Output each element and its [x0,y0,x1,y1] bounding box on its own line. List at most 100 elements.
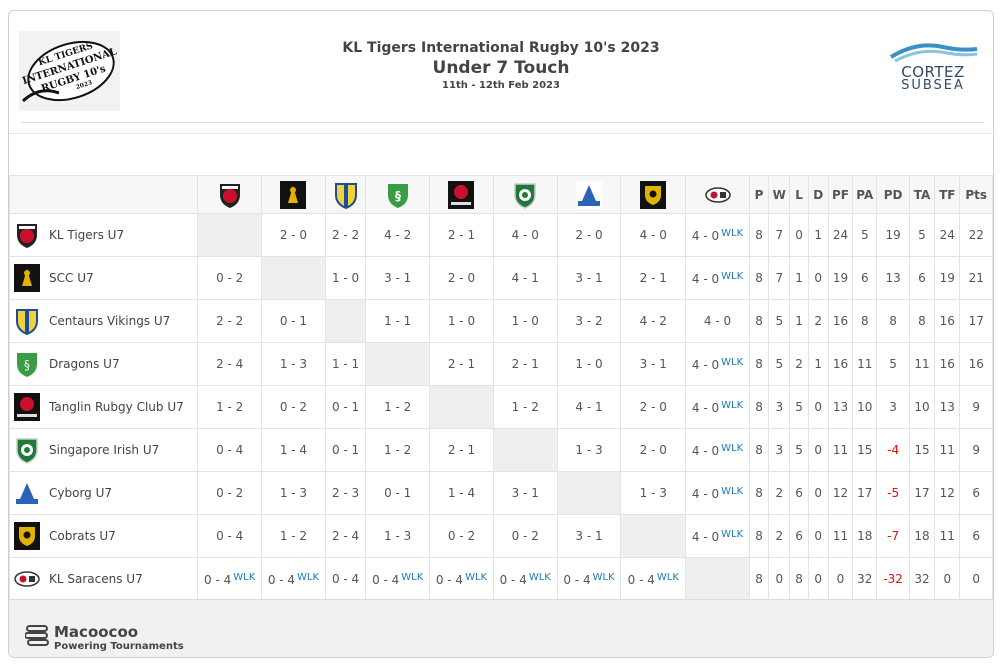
stat-pf: 11 [827,428,854,472]
result-cell: 0 - 2 [261,385,326,429]
score-text: 1 - 2 [511,400,539,414]
result-cell: 4 - 0 [492,213,558,257]
walkover-badge: WLK [592,571,615,583]
opponent-column-header: § [365,175,431,214]
svg-text:§: § [395,189,401,203]
result-cell: 1 - 2 [365,385,431,429]
stat-pa: 10 [852,385,878,429]
result-cell: 0 - 4 WLK [556,557,622,601]
stat-d: 0 [807,557,829,601]
score-text: 2 - 1 [511,357,539,371]
stat-d: 1 [807,213,829,257]
irish-crest-icon [512,181,538,209]
result-cell: 2 - 1 [492,342,558,386]
score-text: 3 - 1 [511,486,539,500]
stat-tf: 11 [934,514,961,558]
result-cell: 0 - 4 WLK [197,557,263,601]
result-cell: 2 - 2 [197,299,263,343]
score-text: 4 - 1 [575,400,603,414]
event-logo: KL TIGERS INTERNATIONAL RUGBY 10's 2023 [19,31,120,111]
self-match-cell [261,256,326,300]
stat-pd: 8 [876,299,910,343]
team-cell[interactable]: Centaurs Vikings U7 [9,299,199,343]
score-text: 3 - 1 [384,271,412,285]
score-text: 4 - 0 [691,486,720,501]
walkover-badge: WLK [721,442,744,454]
score-text: 4 - 2 [384,228,412,242]
stat-pts: 16 [959,342,993,386]
score-text: 4 - 0 [691,400,720,415]
kl-tigers-crest-icon [14,221,40,249]
score-text: 2 - 1 [447,228,476,242]
stat-l: 5 [789,428,809,472]
score-text: 2 - 4 [216,357,244,371]
stat-w: 7 [768,213,791,257]
walkover-badge: WLK [721,270,744,282]
footer-brand[interactable]: Macoocoo [54,623,139,641]
stat-p: 8 [748,557,770,601]
cobrats-crest-icon [640,180,667,209]
result-cell: 4 - 0 WLK [685,256,750,300]
stat-pd: -4 [876,428,910,472]
result-cell: 4 - 1 [556,385,622,429]
team-cell[interactable]: Tanglin Rubgy Club U7 [9,385,199,429]
stat-pts: 22 [959,213,993,257]
saracens-crest-icon [14,565,40,593]
stat-header-ta: TA [908,175,936,214]
result-cell: 2 - 0 [556,213,622,257]
team-column-header [9,175,199,214]
stat-pd: -7 [876,514,910,558]
stat-w: 2 [768,471,791,515]
team-cell[interactable]: Cobrats U7 [9,514,199,558]
score-text: 0 - 2 [447,529,476,543]
score-text: 0 - 1 [279,314,308,328]
standings-card: KL TIGERS INTERNATIONAL RUGBY 10's 2023 … [8,10,994,658]
result-cell: 4 - 0 WLK [685,471,750,515]
team-name: Dragons U7 [49,357,120,371]
result-cell: 1 - 2 [261,514,326,558]
svg-text:§: § [24,358,30,372]
score-text: 0 - 2 [216,271,244,285]
stat-pf: 19 [827,256,854,300]
result-cell: 2 - 0 [429,256,494,300]
team-cell[interactable]: SCC U7 [9,256,199,300]
stat-w: 5 [768,299,791,343]
score-text: 0 - 1 [331,443,360,457]
stat-header-d: D [807,175,829,214]
stat-p: 8 [748,428,770,472]
score-text: 0 - 1 [331,400,360,414]
result-cell: 2 - 4 [197,342,263,386]
score-text: 2 - 2 [216,314,244,328]
result-cell: 0 - 4 [197,514,263,558]
result-cell: 2 - 0 [620,385,687,429]
stat-header-pf: PF [827,175,854,214]
cyborg-crest-icon [575,180,602,209]
result-cell: 2 - 1 [429,342,494,386]
score-text: 1 - 0 [447,314,476,328]
stat-p: 8 [748,299,770,343]
self-match-cell [365,342,431,386]
tanglin-crest-icon [14,393,40,421]
result-cell: 0 - 1 [261,299,326,343]
score-text: 3 - 1 [575,271,603,285]
team-name: Tanglin Rubgy Club U7 [49,400,184,414]
stat-pts: 21 [959,256,993,300]
stat-pd: 13 [876,256,910,300]
team-cell[interactable]: Cyborg U7 [9,471,199,515]
result-cell: 1 - 2 [197,385,263,429]
team-cell[interactable]: KL Tigers U7 [9,213,199,257]
stat-pa: 18 [852,514,878,558]
score-text: 1 - 2 [279,529,308,543]
score-text: 0 - 2 [279,400,308,414]
score-text: 3 - 1 [575,529,603,543]
table-header-row: § P W L D PF PA PD TA TF Pts [9,175,993,214]
team-cell[interactable]: § Dragons U7 [9,342,199,386]
team-cell[interactable]: KL Saracens U7 [9,557,199,601]
score-text: 0 - 4 [216,443,244,457]
stat-header-w: W [768,175,791,214]
result-cell: 2 - 1 [429,213,494,257]
macoocoo-logo-icon [25,625,49,646]
event-header: KL TIGERS INTERNATIONAL RUGBY 10's 2023 … [9,11,993,123]
stat-d: 0 [807,428,829,472]
team-cell[interactable]: Singapore Irish U7 [9,428,199,472]
